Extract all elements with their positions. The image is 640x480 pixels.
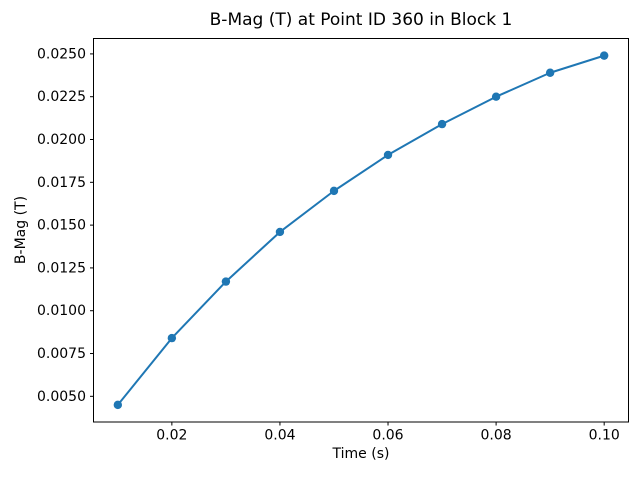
data-point [383,150,393,160]
x-tick-label: 0.06 [372,428,403,444]
data-point [437,119,447,129]
y-tick-label: 0.0200 [37,132,86,148]
y-tick-label: 0.0150 [37,218,86,234]
axes-frame [93,38,629,423]
chart-title: B-Mag (T) at Point ID 360 in Block 1 [209,10,513,30]
x-axis-label: Time (s) [332,446,390,462]
y-tick-label: 0.0225 [37,89,86,105]
y-axis-label: B-Mag (T) [13,195,29,265]
x-tick-label: 0.04 [264,428,295,444]
x-tick-label: 0.02 [156,428,187,444]
data-point [545,68,555,77]
x-tick-label: 0.10 [589,428,620,444]
data-point [167,333,177,343]
y-tick-label: 0.0100 [37,303,86,319]
data-point [221,277,231,286]
data-point [491,92,501,101]
data-line [116,54,606,406]
data-point [113,400,123,410]
x-tick-label: 0.08 [481,428,512,444]
y-tick-label: 0.0250 [37,46,86,62]
y-tick-label: 0.0175 [37,175,86,191]
y-tick-label: 0.0075 [37,346,86,362]
y-tick-label: 0.0050 [37,389,86,405]
data-point [329,186,339,196]
data-point [599,51,609,60]
data-point [275,227,285,237]
y-tick-label: 0.0125 [37,260,86,276]
